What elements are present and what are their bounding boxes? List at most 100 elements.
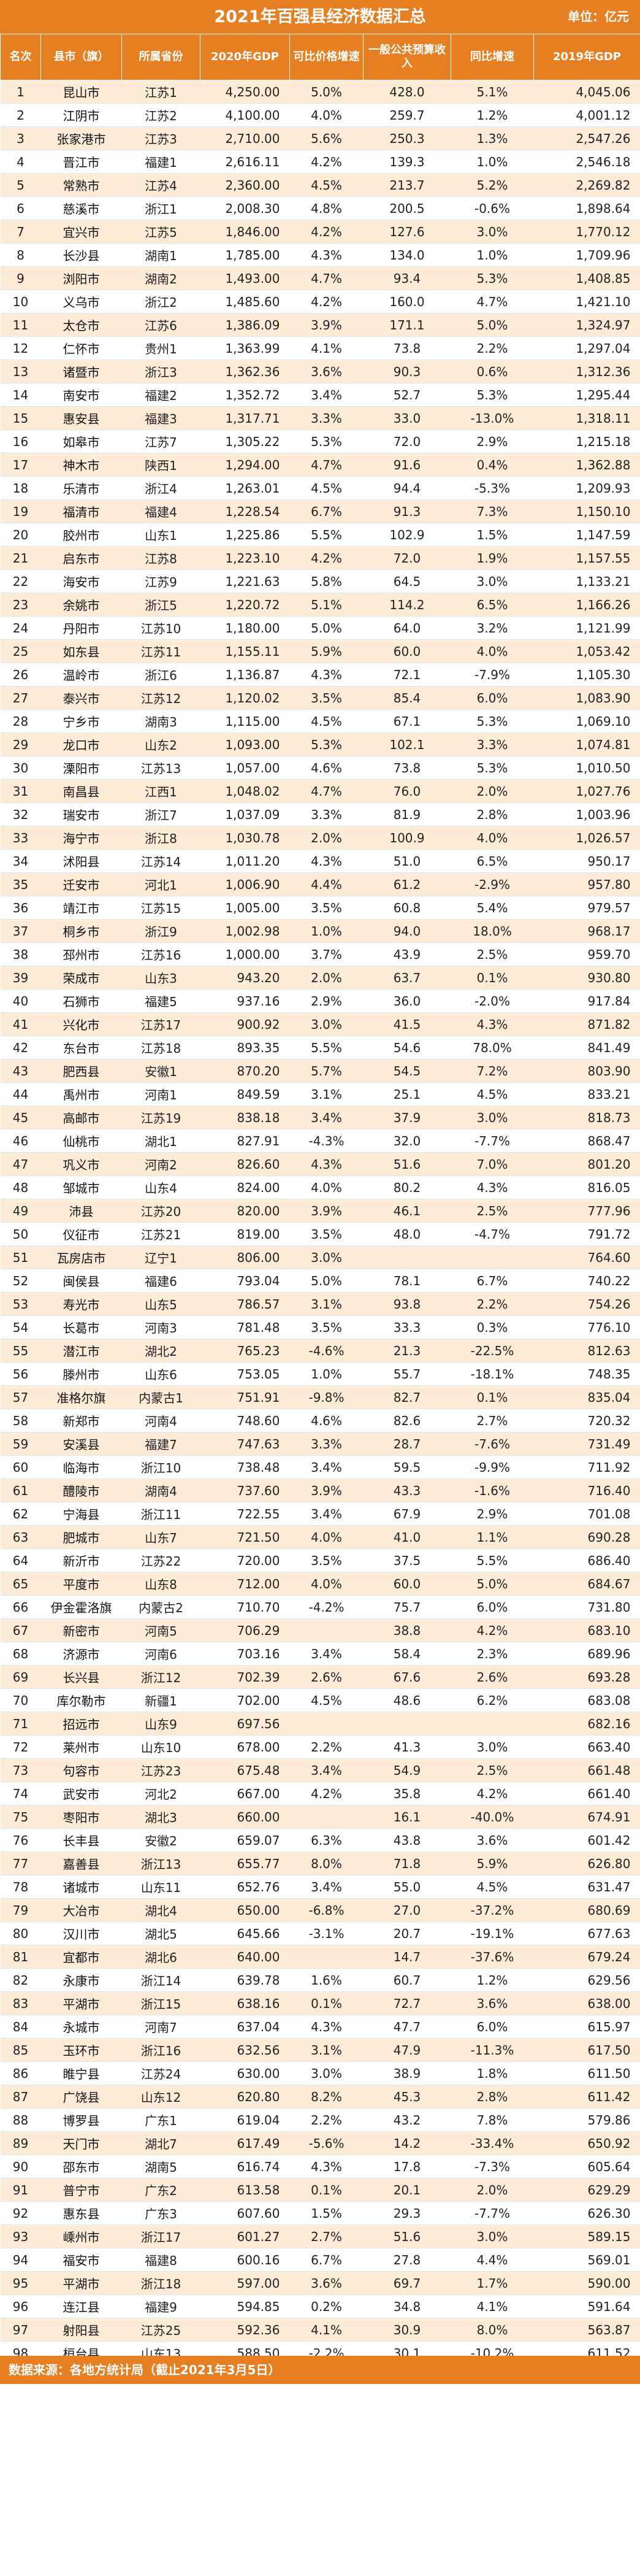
rank-cell: 6 — [0, 196, 41, 220]
province-cell: 江苏15 — [121, 896, 200, 920]
table-row: 91 普宁市 广东2 613.58 0.1% 20.1 2.0% 629.29 — [0, 2178, 640, 2202]
county-cell: 射阳县 — [40, 2318, 122, 2342]
province-cell: 河北1 — [121, 872, 200, 896]
revenue-cell: 20.7 — [363, 1921, 451, 1945]
revenue-growth-cell: -40.0% — [451, 1805, 534, 1829]
revenue-cell: 34.8 — [363, 2294, 451, 2318]
revenue-cell: 91.6 — [363, 453, 451, 477]
table-row: 59 安溪县 福建7 747.63 3.3% 28.7 -7.6% 731.49 — [0, 1432, 640, 1456]
revenue-growth-cell: 3.6% — [451, 1991, 534, 2015]
table-row: 89 天门市 湖北7 617.49 -5.6% 14.2 -33.4% 650.92 — [0, 2131, 640, 2155]
gdp-2019-cell: 2,547.26 — [533, 126, 640, 150]
revenue-growth-cell: 78.0% — [451, 1036, 534, 1059]
county-cell: 长沙县 — [40, 243, 122, 267]
county-cell: 长丰县 — [40, 1828, 122, 1852]
table-row: 43 肥西县 安徽1 870.20 5.7% 54.5 7.2% 803.90 — [0, 1059, 640, 1083]
gdp-2019-cell: 661.48 — [533, 1758, 640, 1782]
revenue-growth-cell: 6.7% — [451, 1269, 534, 1293]
growth-cell: 4.5% — [289, 173, 364, 197]
gdp-2020-cell: 1,228.54 — [200, 499, 290, 523]
growth-cell: 4.6% — [289, 756, 364, 780]
table-row: 68 济源市 河南6 703.16 3.4% 58.4 2.3% 689.96 — [0, 1642, 640, 1666]
gdp-2019-cell: 677.63 — [533, 1921, 640, 1945]
growth-cell — [289, 1712, 364, 1736]
revenue-growth-cell: 7.3% — [451, 499, 534, 523]
gdp-2019-cell: 1,297.04 — [533, 336, 640, 360]
blank-area — [0, 2384, 640, 2576]
growth-cell: 3.5% — [289, 1548, 364, 1572]
county-cell: 福安市 — [40, 2248, 122, 2272]
gdp-2020-cell: 1,263.01 — [200, 476, 290, 500]
growth-cell: 3.0% — [289, 2061, 364, 2085]
growth-cell: 3.6% — [289, 359, 364, 383]
gdp-2020-cell: 1,093.00 — [200, 732, 290, 756]
county-cell: 伊金霍洛旗 — [40, 1595, 122, 1619]
county-cell: 张家港市 — [40, 126, 122, 150]
table-row: 17 神木市 陕西1 1,294.00 4.7% 91.6 0.4% 1,362.88 — [0, 453, 640, 477]
rank-cell: 14 — [0, 383, 41, 407]
revenue-cell: 14.2 — [363, 2131, 451, 2155]
rank-cell: 19 — [0, 499, 41, 523]
gdp-2020-cell: 753.05 — [200, 1362, 290, 1386]
table-row: 33 海宁市 浙江8 1,030.78 2.0% 100.9 4.0% 1,026.57 — [0, 826, 640, 850]
revenue-growth-cell: 1.1% — [451, 1525, 534, 1549]
revenue-growth-cell: 4.3% — [451, 1012, 534, 1036]
rank-cell: 80 — [0, 1921, 41, 1945]
gdp-2019-cell: 615.97 — [533, 2015, 640, 2039]
gdp-2020-cell: 1,363.99 — [200, 336, 290, 360]
table-row: 14 南安市 福建2 1,352.72 3.4% 52.7 5.3% 1,295.44 — [0, 383, 640, 407]
province-cell: 江苏1 — [121, 80, 200, 104]
revenue-growth-cell: -2.9% — [451, 872, 534, 896]
rank-cell: 75 — [0, 1805, 41, 1829]
rank-cell: 74 — [0, 1782, 41, 1805]
table-row: 93 嵊州市 浙江17 601.27 2.7% 51.6 3.0% 589.15 — [0, 2224, 640, 2248]
province-cell: 江苏2 — [121, 103, 200, 127]
gdp-2020-cell: 712.00 — [200, 1572, 290, 1596]
column-header-gdp-2019: 2019年GDP — [533, 34, 640, 80]
table-row: 77 嘉善县 浙江13 655.77 8.0% 71.8 5.9% 626.80 — [0, 1851, 640, 1875]
gdp-2019-cell: 629.56 — [533, 1968, 640, 1992]
header-row: 名次 县市（旗） 所属省份 2020年GDP 可比价格增速 一般公共预算收入 同… — [0, 34, 640, 80]
revenue-growth-cell: -2.0% — [451, 989, 534, 1013]
revenue-growth-cell: 2.9% — [451, 1502, 534, 1526]
table-row: 10 义乌市 浙江2 1,485.60 4.2% 160.0 4.7% 1,421.10 — [0, 290, 640, 313]
table-row: 35 迁安市 河北1 1,006.90 4.4% 61.2 -2.9% 957.80 — [0, 872, 640, 896]
gdp-2019-cell: 663.40 — [533, 1735, 640, 1759]
column-header-growth: 可比价格增速 — [289, 34, 364, 80]
gdp-2020-cell: 597.00 — [200, 2271, 290, 2295]
rank-cell: 45 — [0, 1105, 41, 1129]
revenue-cell: 250.3 — [363, 126, 451, 150]
revenue-growth-cell: 2.0% — [451, 779, 534, 803]
rank-cell: 53 — [0, 1292, 41, 1316]
revenue-growth-cell: 5.5% — [451, 1548, 534, 1572]
revenue-cell: 36.0 — [363, 989, 451, 1013]
table-row: 13 诸暨市 浙江3 1,362.36 3.6% 90.3 0.6% 1,312.36 — [0, 359, 640, 383]
gdp-2020-cell: 738.48 — [200, 1455, 290, 1479]
table-row: 47 巩义市 河南2 826.60 4.3% 51.6 7.0% 801.20 — [0, 1152, 640, 1176]
province-cell: 江苏10 — [121, 616, 200, 640]
county-cell: 平湖市 — [40, 1991, 122, 2015]
province-cell: 浙江13 — [121, 1851, 200, 1875]
rank-cell: 48 — [0, 1175, 41, 1199]
table-row: 7 宜兴市 江苏5 1,846.00 4.2% 127.6 3.0% 1,770.12 — [0, 220, 640, 244]
rank-cell: 89 — [0, 2131, 41, 2155]
province-cell: 浙江9 — [121, 919, 200, 943]
revenue-cell: 35.8 — [363, 1782, 451, 1805]
revenue-cell: 60.0 — [363, 1572, 451, 1596]
rank-cell: 26 — [0, 663, 41, 686]
province-cell: 湖南4 — [121, 1478, 200, 1502]
revenue-cell: 29.3 — [363, 2201, 451, 2225]
gdp-2020-cell: 748.60 — [200, 1409, 290, 1432]
revenue-cell: 41.0 — [363, 1525, 451, 1549]
growth-cell: 5.8% — [289, 569, 364, 593]
county-cell: 邹城市 — [40, 1175, 122, 1199]
province-cell: 山东8 — [121, 1572, 200, 1596]
growth-cell: 4.3% — [289, 663, 364, 686]
revenue-cell — [363, 1245, 451, 1269]
table-row: 51 瓦房店市 辽宁1 806.00 3.0% 764.60 — [0, 1245, 640, 1269]
revenue-growth-cell: 3.0% — [451, 220, 534, 244]
revenue-growth-cell: 0.6% — [451, 359, 534, 383]
table-row: 36 靖江市 江苏15 1,005.00 3.5% 60.8 5.4% 979.57 — [0, 896, 640, 920]
growth-cell: 2.0% — [289, 966, 364, 990]
rank-cell: 25 — [0, 639, 41, 663]
